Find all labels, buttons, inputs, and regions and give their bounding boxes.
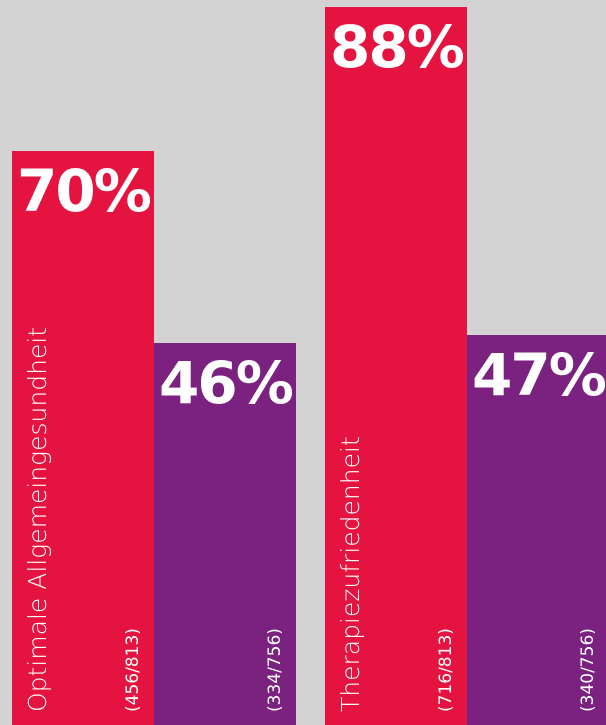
category-label: Optimale Allgemeingesundheit [23, 327, 52, 712]
count-label: (334/756) [265, 628, 285, 712]
value-label: 47% [472, 341, 606, 409]
value-label: 70% [17, 157, 151, 225]
count-label: (456/813) [123, 628, 143, 712]
bar [467, 335, 606, 725]
count-label: (716/813) [436, 628, 456, 712]
bar [325, 7, 467, 725]
category-label: Therapiezufriedenheit [336, 436, 365, 712]
value-label: 46% [159, 349, 293, 417]
count-label: (340/756) [578, 628, 598, 712]
value-label: 88% [330, 13, 464, 81]
bar [154, 343, 296, 725]
bar [12, 151, 154, 725]
